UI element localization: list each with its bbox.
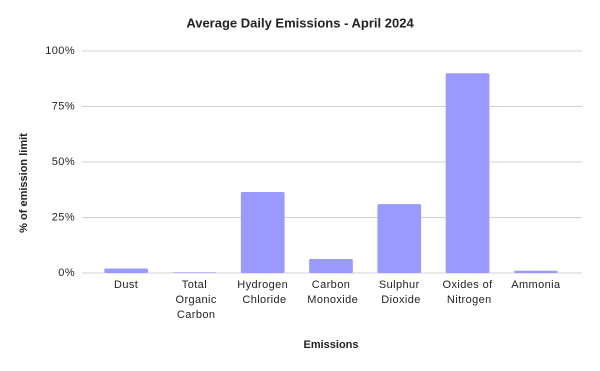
bar	[514, 270, 558, 273]
y-tick-label: 0%	[58, 267, 75, 279]
x-axis-title: Emissions	[303, 339, 358, 351]
y-axis-title: % of emission limit	[18, 133, 30, 233]
y-tick-label: 100%	[45, 45, 75, 57]
bar	[445, 73, 490, 273]
x-tick-label: Total Organic Carbon	[172, 279, 217, 321]
bar	[240, 191, 285, 273]
x-tick-label: Ammonia	[511, 279, 561, 291]
y-tick-label: 50%	[52, 156, 75, 168]
bar	[309, 259, 353, 273]
bar	[104, 268, 148, 273]
x-tick-label: Oxides of Nitrogen	[443, 279, 494, 306]
x-tick-label: Sulphur Dioxide	[378, 279, 421, 306]
x-tick-label: Hydrogen Chloride	[237, 279, 288, 306]
bar	[172, 272, 217, 273]
chart-title: Average Daily Emissions - April 2024	[186, 15, 414, 30]
x-tick-label: Carbon Monoxide	[304, 279, 358, 306]
y-tick-label: 75%	[52, 100, 75, 112]
bar	[377, 204, 422, 273]
y-tick-label: 25%	[52, 211, 75, 223]
x-tick-label: Dust	[114, 279, 138, 291]
